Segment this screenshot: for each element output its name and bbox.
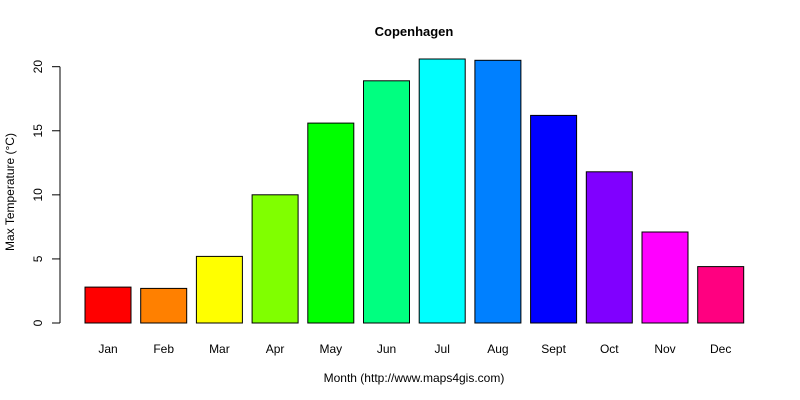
bar-feb [140, 287, 188, 324]
bar-jul [418, 58, 466, 324]
y-axis: 0 5 10 15 20 [31, 60, 61, 326]
bar-mar [195, 255, 243, 324]
y-tick-label: 20 [31, 60, 45, 74]
x-tick-labels: Jan Feb Mar Apr May Jun Jul Aug Sept Oct Nov Dec [98, 342, 731, 356]
bar-may [307, 122, 355, 324]
bars-group [84, 58, 745, 324]
x-tick-label: Oct [600, 342, 619, 356]
x-tick-label: Dec [710, 342, 731, 356]
bar-oct [585, 171, 633, 324]
y-tick-label: 15 [31, 124, 45, 138]
y-axis-label: Max Temperature (°C) [3, 133, 17, 251]
y-tick-label: 0 [31, 319, 45, 326]
bar-dec [697, 266, 745, 324]
x-tick-label: Jul [435, 342, 450, 356]
y-tick-label: 5 [31, 255, 45, 262]
bar-jan [84, 286, 132, 324]
bar-sept [530, 114, 578, 324]
bar-apr [251, 194, 299, 324]
x-tick-label: Aug [487, 342, 508, 356]
x-tick-label: Feb [153, 342, 174, 356]
x-tick-label: Mar [209, 342, 230, 356]
chart-title: Copenhagen [375, 24, 454, 39]
bar-jun [363, 80, 410, 324]
x-axis-label: Month (http://www.maps4gis.com) [324, 371, 505, 385]
bar-nov [641, 231, 689, 324]
x-tick-label: Sept [541, 342, 566, 356]
x-tick-label: Jun [377, 342, 396, 356]
x-tick-label: Jan [98, 342, 117, 356]
y-tick-label: 10 [31, 188, 45, 202]
bar-aug [474, 59, 522, 324]
x-tick-label: May [319, 342, 342, 356]
x-tick-label: Nov [654, 342, 675, 356]
x-tick-label: Apr [266, 342, 285, 356]
